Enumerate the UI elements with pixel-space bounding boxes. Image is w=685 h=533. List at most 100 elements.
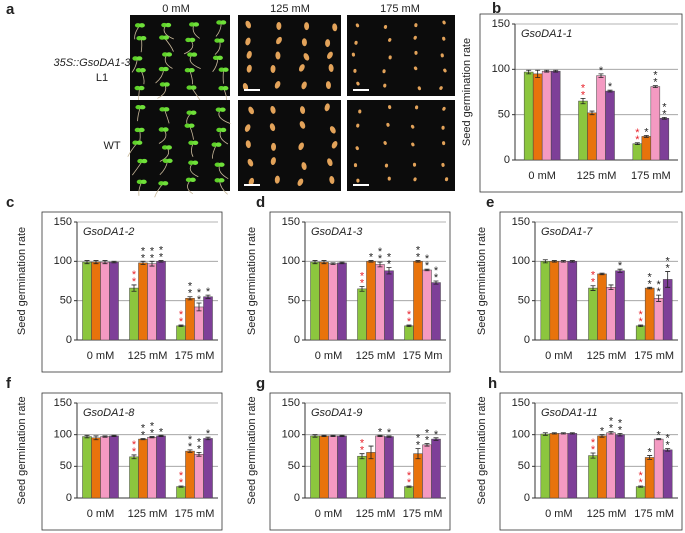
error-bar xyxy=(569,432,575,435)
bar xyxy=(578,100,588,161)
seed xyxy=(441,162,445,167)
error-bar xyxy=(647,455,653,460)
bar xyxy=(310,435,320,499)
significance-star: * xyxy=(387,427,392,439)
panel-frame xyxy=(41,211,223,373)
error-bar xyxy=(359,286,365,292)
bar xyxy=(532,73,543,161)
error-bar xyxy=(368,445,374,460)
significance-star: * xyxy=(644,126,649,138)
bar xyxy=(650,86,661,161)
error-bar xyxy=(544,69,550,73)
column-label: 0 mM xyxy=(162,3,190,15)
panel-frame xyxy=(499,392,683,531)
seed xyxy=(298,64,305,72)
bar xyxy=(357,455,367,499)
y-tick-label: 0 xyxy=(294,334,300,346)
significance-star: * * xyxy=(179,470,184,489)
x-tick-label: 175 mM xyxy=(634,508,674,520)
seed xyxy=(247,158,254,167)
significance-star: * * xyxy=(609,415,614,434)
error-bar xyxy=(643,135,649,138)
row-sublabel: L1 xyxy=(96,72,108,84)
error-bar xyxy=(178,324,184,328)
seedling xyxy=(189,177,196,183)
significance-star: * * xyxy=(639,470,644,489)
error-bar xyxy=(424,443,430,447)
seed xyxy=(276,21,282,30)
seed xyxy=(327,51,333,59)
seedling xyxy=(162,181,169,186)
seed xyxy=(297,178,304,186)
seedling xyxy=(138,85,145,91)
y-tick-label: 100 xyxy=(282,429,300,441)
error-bar xyxy=(377,261,383,268)
seedling xyxy=(136,56,143,61)
panel-letter: g xyxy=(256,375,265,392)
significance-star: * * xyxy=(132,269,137,288)
seed xyxy=(245,140,251,149)
bar xyxy=(413,453,423,499)
seed xyxy=(440,53,444,58)
error-bar xyxy=(590,285,596,291)
seedling xyxy=(165,145,172,150)
error-bar xyxy=(205,436,211,441)
seed xyxy=(442,20,446,25)
panel-letter: e xyxy=(486,194,494,211)
bar xyxy=(194,306,204,341)
y-tick-label: 50 xyxy=(288,295,300,307)
error-bar xyxy=(84,260,90,265)
y-tick-label: 50 xyxy=(288,460,300,472)
error-bar xyxy=(415,260,421,263)
y-tick-label: 100 xyxy=(512,255,530,267)
x-tick-label: 125 mM xyxy=(128,508,168,520)
seed xyxy=(413,66,418,71)
x-tick-label: 175 mM xyxy=(175,508,215,520)
bar xyxy=(662,279,673,341)
error-bar xyxy=(102,260,108,265)
photo-grid xyxy=(127,15,455,198)
seed xyxy=(442,141,446,146)
y-tick-label: 50 xyxy=(60,460,72,472)
error-bar xyxy=(608,284,614,291)
chart-title: GsoDA1-2 xyxy=(83,226,134,238)
chart-title: GsoDA1-7 xyxy=(541,226,593,238)
bar xyxy=(615,434,625,499)
y-tick-label: 100 xyxy=(54,255,72,267)
seed xyxy=(325,39,331,48)
bar xyxy=(632,143,643,161)
seed xyxy=(248,106,254,115)
y-tick-label: 150 xyxy=(492,18,510,30)
seed xyxy=(356,123,360,128)
panel-letter: h xyxy=(488,375,497,392)
y-axis-label: Seed germination rate xyxy=(16,396,28,504)
significance-star: * * xyxy=(188,434,193,453)
seedling xyxy=(222,67,229,72)
seedling xyxy=(192,160,199,165)
significance-star: * * xyxy=(662,101,667,120)
error-bar xyxy=(560,432,566,435)
seed xyxy=(246,64,252,73)
seed xyxy=(444,177,449,182)
error-bar xyxy=(359,453,365,460)
seedling xyxy=(218,38,225,43)
bar xyxy=(100,261,110,341)
significance-star: * xyxy=(648,446,653,458)
seed xyxy=(304,22,310,31)
error-bar xyxy=(665,271,671,288)
bar xyxy=(653,438,664,499)
bar xyxy=(587,112,597,161)
bar xyxy=(375,264,385,341)
significance-star: * * xyxy=(666,255,671,274)
significance-star: * * xyxy=(657,279,662,298)
seed xyxy=(386,122,390,127)
significance-star: * * xyxy=(150,245,155,264)
bar xyxy=(147,436,157,499)
seed xyxy=(270,64,276,73)
y-tick-label: 0 xyxy=(66,334,72,346)
error-bar xyxy=(102,435,108,438)
error-bar xyxy=(406,324,412,328)
bar xyxy=(375,435,385,499)
significance-star: * * xyxy=(666,433,671,452)
